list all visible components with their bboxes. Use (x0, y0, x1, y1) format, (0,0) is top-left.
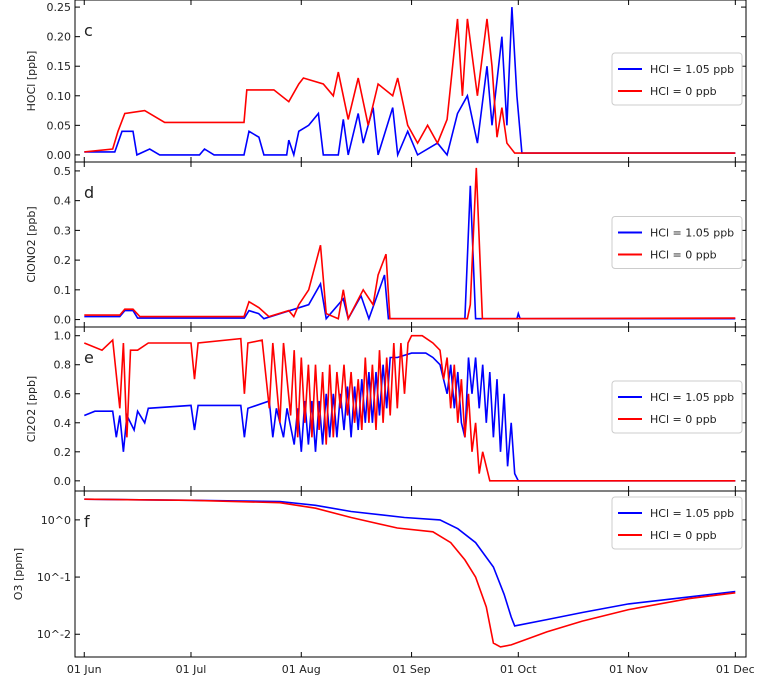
legend-label: HCl = 1.05 ppb (650, 227, 734, 240)
series-line-hcl-1-05 (84, 185, 736, 322)
legend-label: HCl = 1.05 ppb (650, 63, 734, 76)
series-line-hcl-0 (83, 334, 736, 482)
series-line-hcl-1-05 (84, 498, 736, 627)
x-tick-label: 01 Jun (67, 663, 102, 676)
plot-frame (74, 490, 747, 658)
x-tick-label: 01 Dec (716, 663, 755, 676)
y-tick-label: 0.10 (47, 90, 72, 103)
y-axis-label: ClONO2 [ppb] (25, 206, 38, 282)
y-tick-label: 0.00 (47, 149, 72, 162)
panel-f: 01 Jun 01 Jul 01 Aug 01 Sep 01 Oct 01 Nov 01 D… (12, 490, 755, 676)
y-tick-label: 0.1 (54, 284, 72, 297)
y-tick-label: 0.2 (54, 254, 72, 267)
panel-e: 0.0 0.2 0.4 0.6 0.8 1.0 e Cl2O2 [ppb] HCl = 1.05… (25, 326, 747, 492)
legend-box (611, 496, 743, 550)
legend: HCl = 1.05 ppb HCl = 0 ppb (611, 52, 743, 106)
y-tick-label: 0.25 (47, 1, 72, 14)
panel-label: f (84, 512, 90, 531)
panel-c: 0.00 0.05 0.10 0.15 0.20 0.25 c HOCl [ppb] HCl =… (25, 0, 747, 163)
legend: HCl = 1.05 ppb HCl = 0 ppb (611, 496, 743, 550)
y-axis-label: O3 [ppm] (12, 548, 25, 600)
x-tick-label: 01 Sep (392, 663, 430, 676)
series-line-hcl-0 (84, 498, 736, 648)
legend-box (611, 216, 743, 269)
y-tick-label: 10^0 (41, 514, 71, 527)
y-tick-label: 0.5 (54, 165, 72, 178)
x-tick-label: 01 Oct (500, 663, 537, 676)
legend: HCl = 1.05 ppb HCl = 0 ppb (611, 216, 743, 269)
y-tick-label: 0.6 (54, 388, 72, 401)
series-line-hcl-1-05 (84, 7, 736, 159)
series-line-hcl-0 (84, 167, 736, 322)
panel-label: d (84, 183, 94, 202)
y-tick-label: 0.15 (47, 60, 72, 73)
x-tick-label: 01 Nov (609, 663, 648, 676)
legend-label: HCl = 0 ppb (650, 85, 717, 98)
legend-label: HCl = 0 ppb (650, 249, 717, 262)
y-tick-label: 10^-2 (37, 628, 71, 641)
y-axis-label: Cl2O2 [ppb] (25, 376, 38, 442)
legend-label: HCl = 1.05 ppb (650, 391, 734, 404)
y-tick-label: 1.0 (54, 330, 72, 343)
y-tick-label: 0.8 (54, 359, 72, 372)
legend: HCl = 1.05 ppb HCl = 0 ppb (611, 380, 743, 434)
panel-label: c (84, 21, 93, 40)
legend-box (611, 380, 743, 434)
x-tick-label: 01 Aug (282, 663, 321, 676)
legend-label: HCl = 0 ppb (650, 413, 717, 426)
y-tick-label: 10^-1 (37, 571, 71, 584)
y-axis-label: HOCl [ppb] (25, 51, 38, 112)
y-tick-label: 0.4 (54, 195, 72, 208)
y-tick-label: 0.05 (47, 119, 72, 132)
series-line-hcl-1-05 (83, 352, 736, 482)
legend-box (611, 52, 743, 106)
y-tick-label: 0.4 (54, 417, 72, 430)
y-tick-label: 0.2 (54, 446, 72, 459)
series-line-hcl-0 (84, 18, 736, 154)
y-tick-label: 0.0 (54, 475, 72, 488)
y-tick-label: 0.20 (47, 31, 72, 44)
legend-label: HCl = 1.05 ppb (650, 507, 734, 520)
x-tick-label: 01 Jul (176, 663, 207, 676)
y-tick-label: 0.0 (54, 314, 72, 327)
panel-label: e (84, 348, 94, 367)
y-tick-label: 0.3 (54, 224, 72, 237)
legend-label: HCl = 0 ppb (650, 529, 717, 542)
panel-d: 0.0 0.1 0.2 0.3 0.4 0.5 d ClONO2 [ppb] HCl = 1.0… (25, 161, 747, 328)
